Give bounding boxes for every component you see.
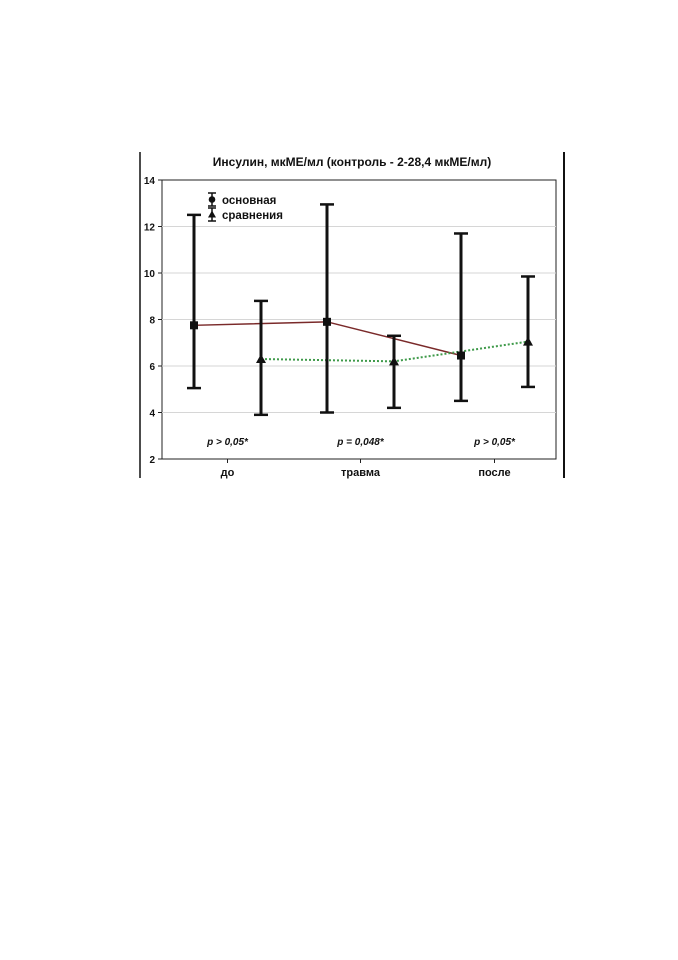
y-tick-label: 8 [149,316,155,327]
error-bar [521,275,535,389]
x-tick-label: до [221,467,235,479]
y-axis: 2 4 6 8 10 12 14 [144,176,162,466]
p-value-label: p > 0,05* [473,437,516,448]
data-point-square [457,351,465,360]
error-bar [320,203,334,414]
error-bar [187,213,201,390]
legend-symbol-основная [208,192,216,207]
y-tick-label: 14 [144,176,156,187]
data-point-triangle [523,336,533,346]
data-point-square [323,317,331,326]
y-tick-label: 4 [149,409,155,420]
p-value-label: p = 0,048* [336,437,385,448]
p-value-annotations: p > 0,05* p = 0,048* p > 0,05* [206,437,516,448]
data-point-triangle [256,354,266,364]
y-tick-label: 2 [149,455,155,466]
data-markers [190,317,533,366]
x-tick-label: травма [341,467,381,479]
legend-label-сравнения: сравнения [222,210,283,222]
error-bar [387,334,401,410]
data-point-triangle [389,356,399,366]
y-tick-label: 6 [149,362,155,373]
y-tick-label: 10 [144,269,156,280]
x-tick-label: после [478,467,510,479]
legend-symbol-сравнения [208,207,216,222]
chart-title: Инсулин, мкМЕ/мл (контроль - 2-28,4 мкМЕ… [213,155,491,169]
data-point-square [190,321,198,330]
grid [162,226,556,413]
x-axis: до травма после [221,459,511,479]
legend: основная сравнения [208,192,283,222]
error-bar [454,232,468,403]
p-value-label: p > 0,05* [206,437,249,448]
legend-label-основная: основная [222,195,276,207]
y-tick-label: 12 [144,223,156,234]
